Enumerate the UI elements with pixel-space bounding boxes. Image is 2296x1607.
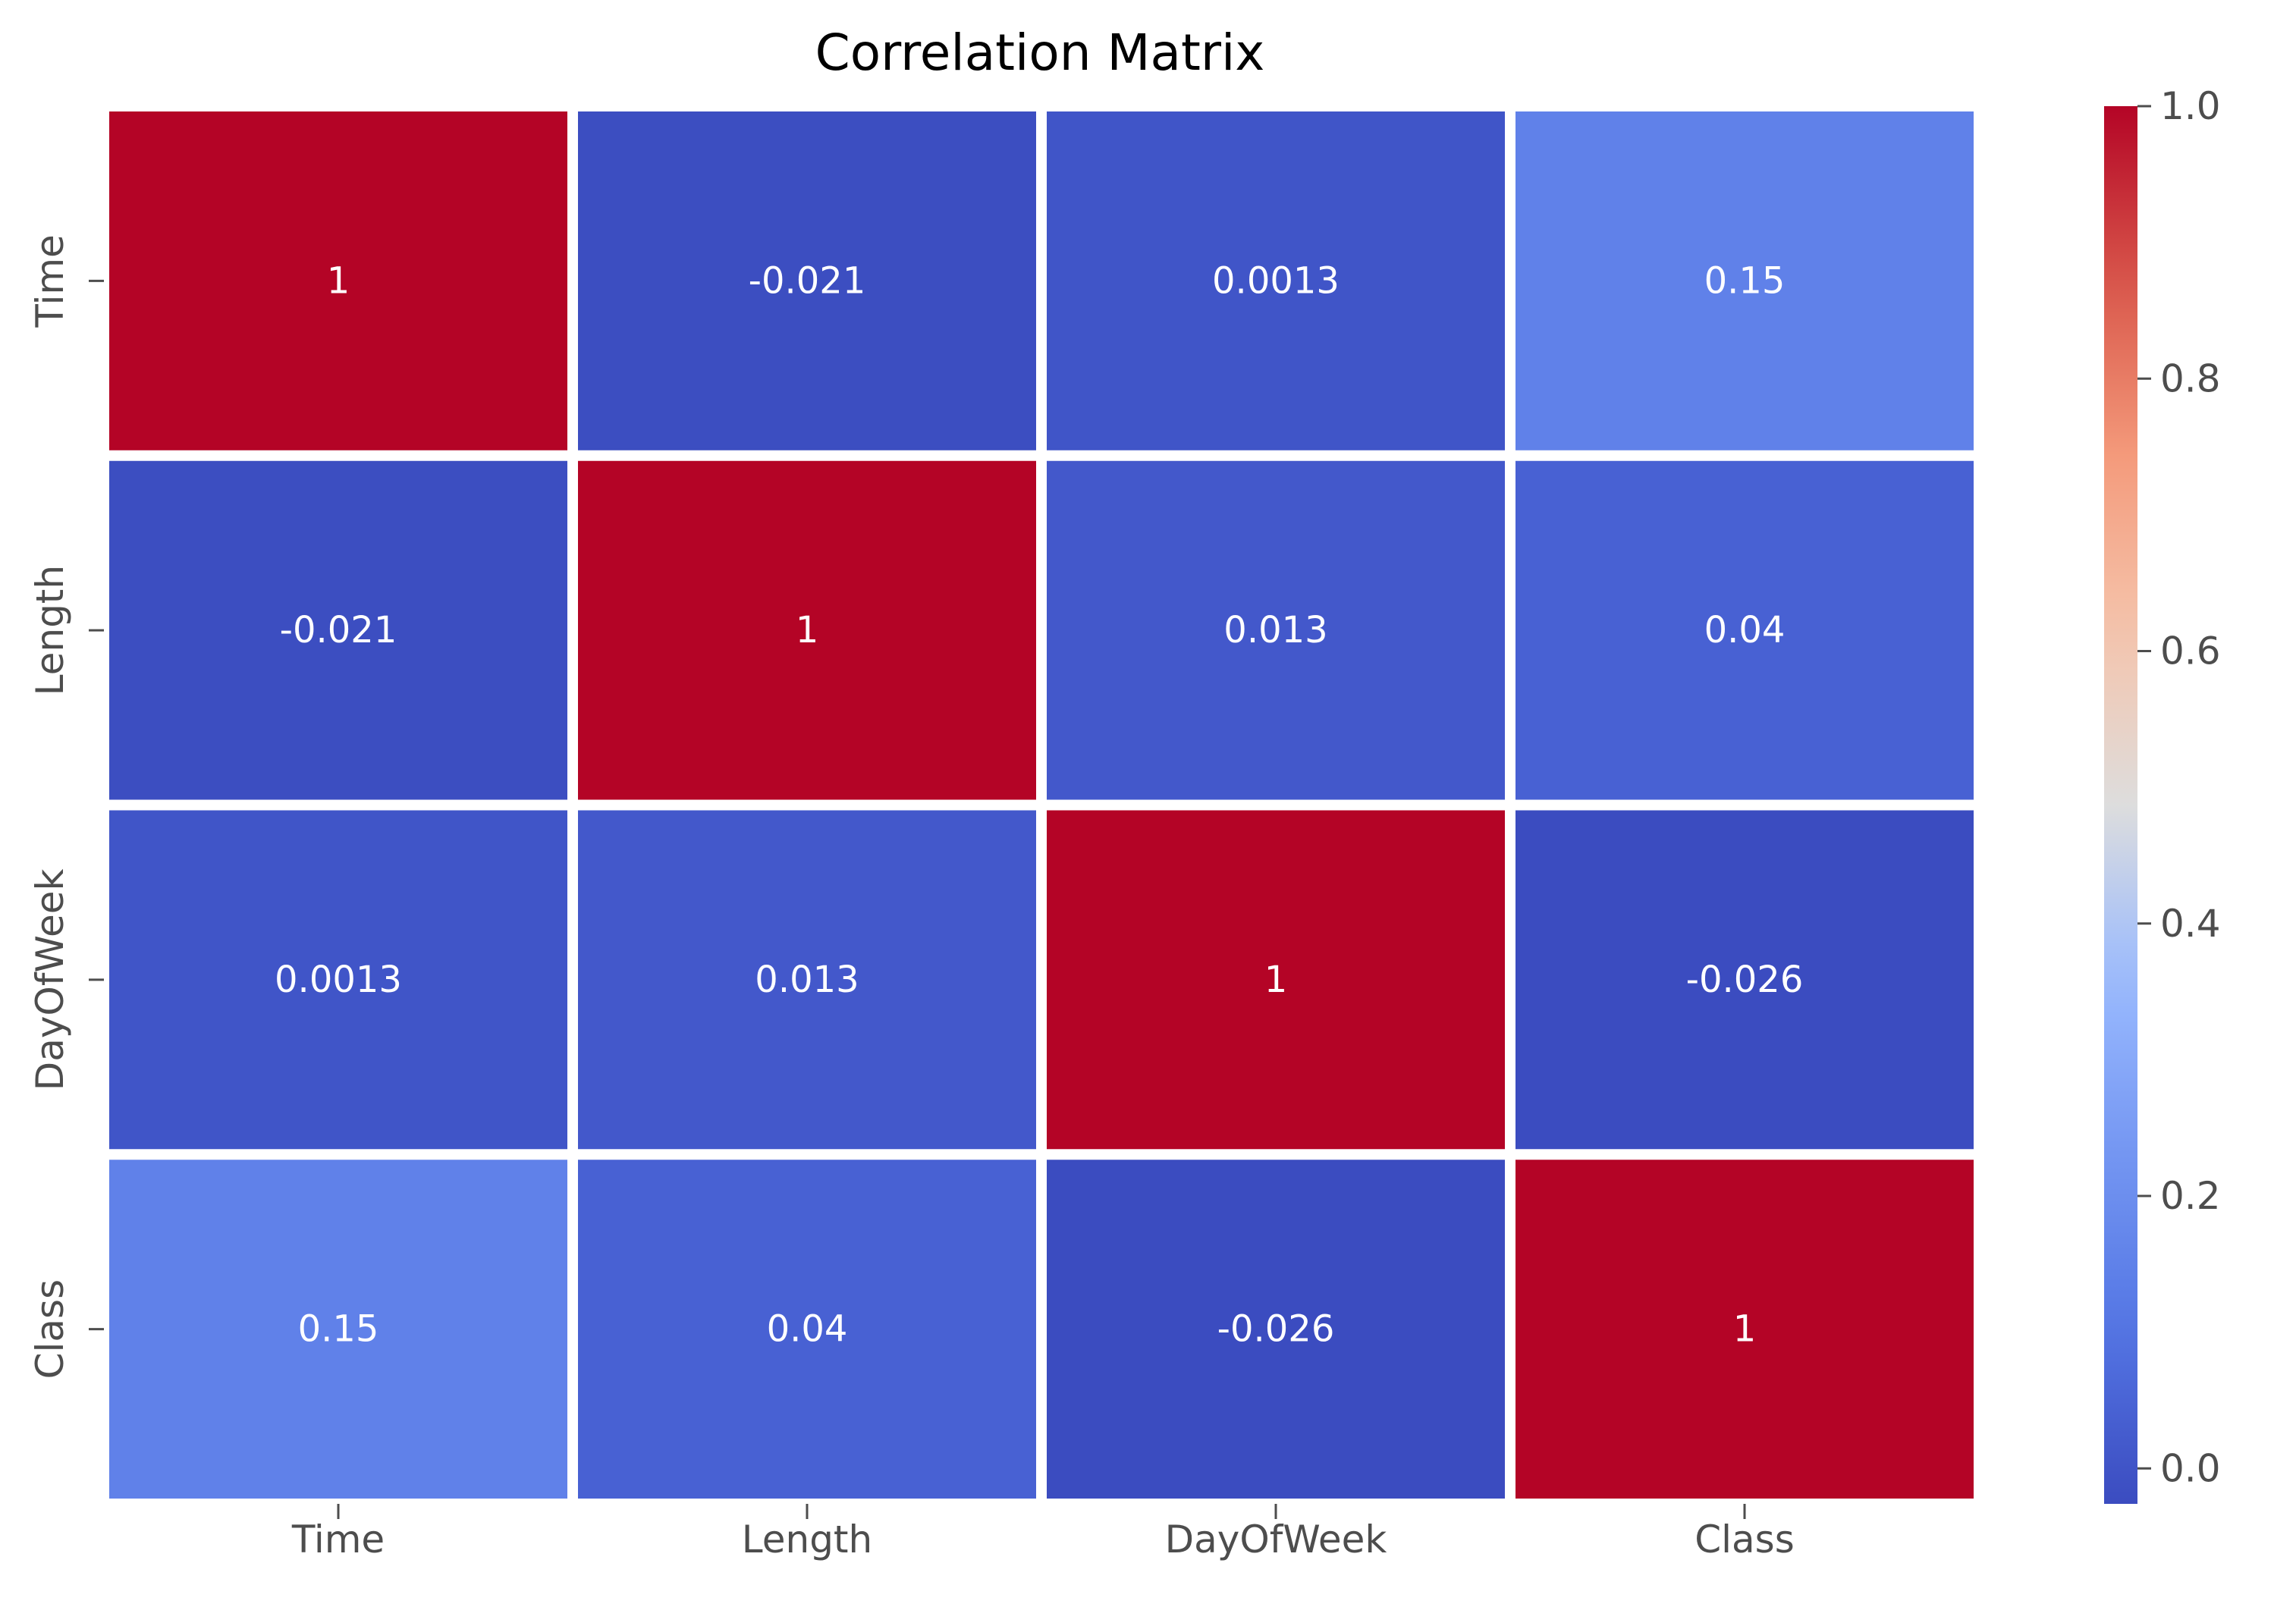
heatmap-cell-class-length — [578, 1160, 1036, 1499]
heatmap-cell-dayofweek-time — [109, 810, 567, 1150]
heatmap-cell-dayofweek-dayofweek — [1047, 810, 1505, 1150]
heatmap-cell-class-class — [1515, 1160, 1974, 1499]
colorbar-tick-label: 0.8 — [2160, 356, 2221, 400]
x-tick-label: Length — [742, 1518, 872, 1561]
y-tick-label: Time — [28, 234, 72, 328]
y-tick-label: DayOfWeek — [28, 868, 72, 1091]
colorbar-tick-label: 0.4 — [2160, 902, 2221, 946]
cell-annotation: -0.026 — [1686, 959, 1804, 1001]
colorbar-gradient — [2104, 106, 2137, 1504]
x-tick-label: Time — [291, 1518, 385, 1561]
cell-annotation: 0.013 — [1223, 609, 1327, 651]
heatmap-cell-time-class — [1515, 111, 1974, 450]
x-axis: Time Length DayOfWeek Class — [291, 1504, 1795, 1561]
heatmap-cells — [109, 111, 1974, 1499]
y-tick-label: Class — [28, 1279, 72, 1379]
colorbar-tick-label: 0.0 — [2160, 1446, 2221, 1490]
cell-annotation: 1 — [1264, 959, 1288, 1001]
cell-annotation: 0.04 — [1704, 609, 1786, 651]
chart-title: Correlation Matrix — [815, 24, 1265, 82]
cell-annotation: 0.15 — [298, 1308, 379, 1351]
heatmap-cell-class-time — [109, 1160, 567, 1499]
cell-annotation: -0.026 — [1217, 1308, 1335, 1351]
cell-annotation: 0.15 — [1704, 259, 1786, 302]
cell-annotation: 1 — [327, 259, 350, 302]
colorbar-tick-label: 1.0 — [2160, 84, 2221, 128]
heatmap-cell-length-class — [1515, 460, 1974, 800]
cell-annotation: 1 — [1733, 1308, 1757, 1351]
heatmap-cell-length-length — [578, 460, 1036, 800]
heatmap-cell-class-dayofweek — [1047, 1160, 1505, 1499]
heatmap-cell-dayofweek-class — [1515, 810, 1974, 1150]
heatmap-cell-length-dayofweek — [1047, 460, 1505, 800]
cell-annotation: 0.0013 — [1212, 259, 1340, 302]
x-tick-label: Class — [1695, 1518, 1795, 1561]
heatmap-annotations: 1 -0.021 0.0013 0.15 -0.021 1 0.013 0.04 0.0013 0… — [275, 259, 1803, 1350]
heatmap-cell-length-time — [109, 460, 567, 800]
cell-annotation: 0.013 — [755, 959, 859, 1001]
colorbar-tick-label: 0.2 — [2160, 1174, 2221, 1218]
heatmap-cell-time-dayofweek — [1047, 111, 1505, 450]
heatmap-cell-time-length — [578, 111, 1036, 450]
y-tick-label: Length — [28, 565, 72, 695]
heatmap-cell-dayofweek-length — [578, 810, 1036, 1150]
cell-annotation: 0.04 — [767, 1308, 848, 1351]
cell-annotation: 1 — [796, 609, 819, 651]
cell-annotation: -0.021 — [749, 259, 866, 302]
cell-annotation: -0.021 — [280, 609, 397, 651]
y-axis: Time Length DayOfWeek Class — [28, 234, 104, 1379]
colorbar-tick-label: 0.6 — [2160, 629, 2221, 673]
x-tick-label: DayOfWeek — [1165, 1518, 1387, 1561]
colorbar: 0.0 0.2 0.4 0.6 0.8 1.0 — [2104, 84, 2221, 1504]
cell-annotation: 0.0013 — [275, 959, 402, 1001]
heatmap-cell-time-time — [109, 111, 567, 450]
